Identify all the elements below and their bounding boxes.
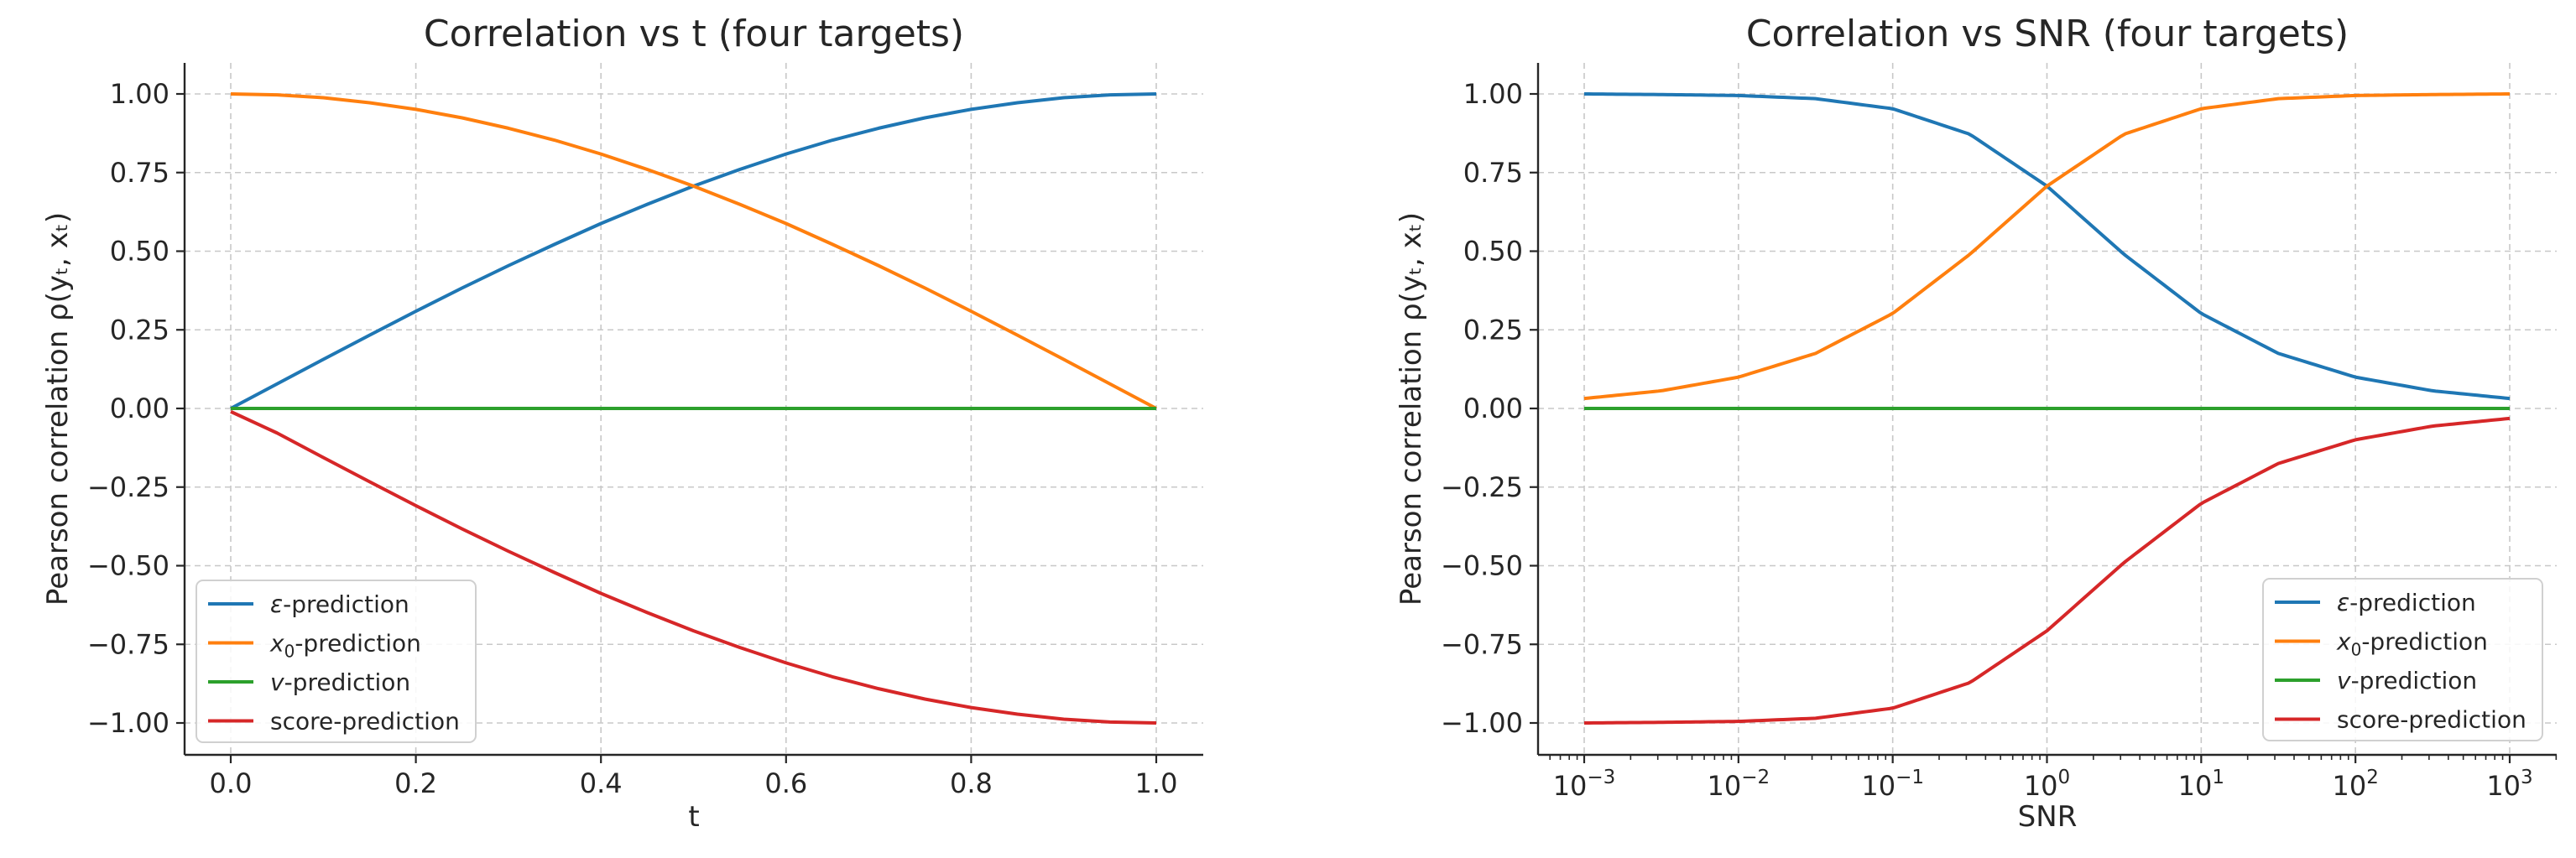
series-lines xyxy=(230,92,1157,725)
legend-label-2: v-prediction xyxy=(2337,667,2477,694)
x-tick-label: 0.8 xyxy=(950,767,993,799)
x-tick-label: 10−2 xyxy=(1708,767,1770,802)
series-line-3 xyxy=(1583,416,2511,725)
x-tick-exponent: −2 xyxy=(1741,767,1770,788)
x-tick-label: 0.4 xyxy=(580,767,623,799)
x-tick-label: 10−1 xyxy=(1861,767,1924,802)
y-tick-label: 0.50 xyxy=(110,236,169,268)
legend-subscript: 0 xyxy=(284,642,295,662)
y-tick-label: 0.75 xyxy=(1463,157,1523,189)
legend-label-3: score-prediction xyxy=(2337,706,2526,734)
x-tick-exponent: −3 xyxy=(1587,767,1615,788)
x-tick-label: 100 xyxy=(2024,767,2070,802)
legend: ε-predictionx0-predictionv-predictionsco… xyxy=(2262,578,2543,741)
panel-correlation-vs-t: −1.00−0.75−0.50−0.250.000.250.500.751.00… xyxy=(41,13,1203,834)
legend-symbol: v xyxy=(2337,667,2351,694)
legend-label-2: v-prediction xyxy=(270,668,410,696)
x-tick-base: 10 xyxy=(1708,770,1742,802)
y-tick-label: −1.00 xyxy=(1441,707,1523,739)
legend-label-0: ε-prediction xyxy=(2337,589,2476,616)
x-tick-base: 10 xyxy=(1861,770,1895,802)
y-tick-label: 0.00 xyxy=(1463,393,1523,424)
y-tick-label: 1.00 xyxy=(1463,78,1523,110)
legend-symbol: ε xyxy=(2337,589,2349,616)
legend-suffix: -prediction xyxy=(295,630,421,658)
y-tick-label: −0.50 xyxy=(1441,550,1523,582)
chart-title: Correlation vs t (four targets) xyxy=(424,13,964,55)
legend-suffix: -prediction xyxy=(2349,589,2476,616)
x-tick-exponent: 3 xyxy=(2521,767,2533,788)
x-tick-label: 10−3 xyxy=(1553,767,1616,802)
y-tick-label: 0.50 xyxy=(1463,236,1523,268)
x-axis-label: SNR xyxy=(2018,800,2078,834)
x-tick-label: 0.2 xyxy=(394,767,437,799)
legend-subscript: 0 xyxy=(2351,640,2362,660)
x-tick-base: 10 xyxy=(1553,770,1588,802)
y-tick-label: −0.25 xyxy=(87,471,169,503)
x-tick-label: 101 xyxy=(2178,767,2224,802)
y-tick-label: 0.00 xyxy=(110,393,169,424)
series-line-3 xyxy=(230,409,1157,725)
x-tick-label: 1.0 xyxy=(1135,767,1178,799)
y-tick-label: 0.25 xyxy=(1463,314,1523,346)
y-tick-label: −1.00 xyxy=(87,707,169,739)
x-tick-exponent: 1 xyxy=(2212,767,2224,788)
y-tick-label: −0.25 xyxy=(1441,471,1523,503)
x-tick-base: 10 xyxy=(2332,770,2366,802)
legend-symbol: x xyxy=(269,630,284,658)
y-tick-label: −0.50 xyxy=(87,550,169,582)
x-tick-label: 103 xyxy=(2486,767,2532,802)
y-axis-label: Pearson correlation ρ(yₜ, xₜ) xyxy=(1395,212,1428,606)
legend-label-1: x0-prediction xyxy=(2336,628,2488,660)
legend: ε-predictionx0-predictionv-predictionsco… xyxy=(196,580,477,743)
legend-label-0: ε-prediction xyxy=(270,590,409,618)
panel-correlation-vs-snr: −1.00 −0.75 −0.50 −0.25 0.00 0.25 0.50 0.75 1.00… xyxy=(1395,13,2558,834)
y-tick-label: 1.00 xyxy=(110,78,169,110)
y-tick-label: 0.75 xyxy=(110,157,169,189)
x-axis-label: t xyxy=(688,800,699,834)
y-tick-label: −0.75 xyxy=(1441,628,1523,660)
chart-title: Correlation vs SNR (four targets) xyxy=(1746,13,2349,55)
x-tick-base: 10 xyxy=(2024,770,2058,802)
x-tick-exponent: 2 xyxy=(2366,767,2379,788)
x-tick-exponent: −1 xyxy=(1895,767,1924,788)
x-tick-label: 0.0 xyxy=(210,767,253,799)
x-tick-base: 10 xyxy=(2486,770,2521,802)
legend-suffix: score-prediction xyxy=(2337,706,2526,734)
legend-symbol: v xyxy=(270,668,284,696)
y-axis-label: Pearson correlation ρ(yₜ, xₜ) xyxy=(41,212,75,606)
series-line-1 xyxy=(1583,92,2511,401)
x-tick-label: 0.6 xyxy=(764,767,807,799)
legend-label-3: score-prediction xyxy=(270,708,460,736)
x-tick-label: 102 xyxy=(2332,767,2378,802)
y-tick-label: −0.75 xyxy=(87,628,169,660)
series-line-1 xyxy=(230,92,1157,410)
x-tick-exponent: 0 xyxy=(2058,767,2071,788)
series-lines xyxy=(1583,92,2511,725)
x-tick-base: 10 xyxy=(2178,770,2213,802)
legend-symbol: x xyxy=(2336,628,2351,656)
legend-suffix: -prediction xyxy=(2361,628,2488,656)
y-tick-label: 0.25 xyxy=(110,314,169,346)
legend-symbol: ε xyxy=(270,590,283,618)
legend-frame xyxy=(2262,578,2543,741)
legend-suffix: -prediction xyxy=(283,590,409,618)
legend-suffix: score-prediction xyxy=(270,708,460,736)
legend-suffix: -prediction xyxy=(284,668,411,696)
legend-suffix: -prediction xyxy=(2351,667,2478,694)
legend-frame xyxy=(196,580,477,743)
legend-label-1: x0-prediction xyxy=(269,630,421,662)
